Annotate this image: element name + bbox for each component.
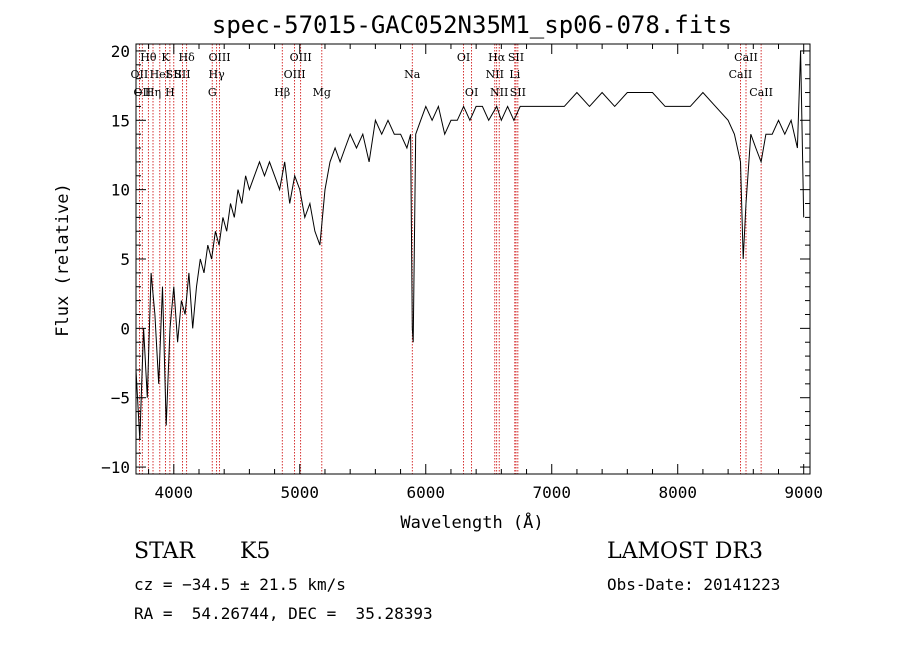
y-tick-label: 0 [120, 319, 130, 338]
observation-date: Obs-Date: 20141223 [607, 575, 781, 594]
x-axis-ticks: 4000 5000 6000 7000 8000 9000 [148, 44, 823, 502]
line-label-20: NII [486, 68, 504, 81]
chart-title: spec-57015-GAC052N35M1_sp06-078.fits [212, 11, 732, 39]
line-label-17: Na [404, 68, 421, 81]
line-label-19: OI [465, 86, 478, 99]
spectral-line-labels: OIIOIIHθHηHeIKHSIISIIHδGHγOIIIHβOIIIOIII… [131, 51, 773, 99]
plot-frame [135, 43, 811, 475]
line-label-7: SII [166, 68, 182, 81]
line-label-13: Hβ [274, 86, 290, 99]
line-label-21: Hα [488, 51, 506, 64]
x-tick-label: 8000 [658, 483, 697, 502]
line-label-14: OIII [284, 68, 306, 81]
line-label-27: CaII [734, 51, 758, 64]
x-tick-label: 7000 [532, 483, 571, 502]
y-axis-label: Flux (relative) [53, 183, 73, 337]
object-class: STAR [134, 539, 195, 564]
spectral-line-markers [139, 44, 762, 474]
x-axis-label: Wavelength (Å) [400, 511, 543, 533]
y-tick-label: 5 [120, 250, 130, 269]
redshift-velocity: cz = −34.5 ± 21.5 km/s [134, 575, 346, 594]
line-label-28: CaII [749, 86, 773, 99]
line-label-24: SII [508, 51, 524, 64]
line-label-22: NII [490, 86, 508, 99]
line-label-8: SII [174, 68, 190, 81]
x-tick-label: 9000 [784, 483, 823, 502]
y-axis-ticks: −10 −5 0 5 10 15 20 [101, 42, 810, 477]
line-label-26: CaII [729, 68, 753, 81]
line-label-6: H [165, 86, 175, 99]
y-tick-label: −5 [111, 389, 130, 408]
line-label-9: Hδ [179, 51, 196, 64]
line-label-18: OI [457, 51, 470, 64]
line-label-5: K [161, 51, 170, 64]
object-subclass: K5 [240, 539, 271, 564]
x-tick-label: 4000 [155, 483, 194, 502]
line-label-12: OIII [208, 51, 230, 64]
line-label-0: OII [131, 68, 149, 81]
y-tick-label: 10 [111, 181, 130, 200]
line-label-2: Hθ [140, 51, 157, 64]
line-label-15: OIII [290, 51, 312, 64]
line-label-1: OII [133, 86, 151, 99]
x-tick-label: 6000 [406, 483, 445, 502]
line-label-10: G [208, 86, 217, 99]
line-label-3: Hη [145, 86, 161, 99]
line-label-4: HeI [150, 68, 170, 81]
y-tick-label: 20 [111, 42, 130, 61]
line-label-25: SII [510, 86, 526, 99]
survey-name: LAMOST DR3 [607, 539, 763, 564]
line-label-16: Mg [313, 86, 331, 99]
line-label-23: Li [509, 68, 520, 81]
y-tick-label: 15 [111, 111, 130, 130]
line-label-11: Hγ [209, 68, 226, 81]
coordinates: RA = 54.26744, DEC = 35.28393 [134, 604, 433, 623]
spectrum-line [135, 50, 805, 440]
x-tick-label: 5000 [281, 483, 320, 502]
y-tick-label: −10 [101, 458, 130, 477]
